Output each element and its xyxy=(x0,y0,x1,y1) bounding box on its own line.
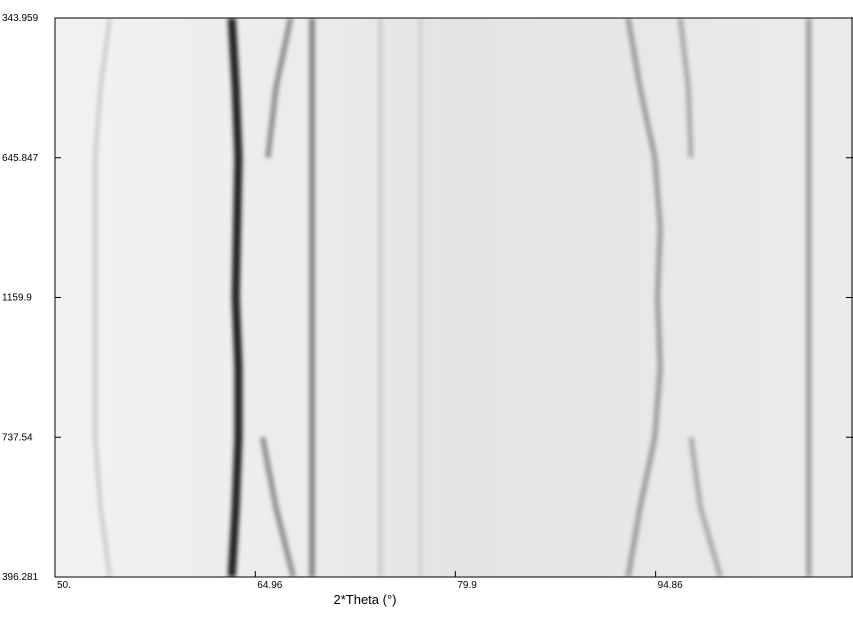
x-tick-label: 50. xyxy=(57,580,71,591)
x-tick-label: 79.9 xyxy=(457,580,477,591)
streak xyxy=(227,18,243,577)
y-tick-label: 737.54 xyxy=(2,432,33,443)
streaks xyxy=(93,18,812,577)
y-tick-label: 396.281 xyxy=(2,572,39,583)
streak xyxy=(625,18,663,577)
streak xyxy=(688,436,723,577)
x-axis-label: 2*Theta (°) xyxy=(333,592,396,607)
y-tick-label: 1159.9 xyxy=(2,293,32,304)
y-tick-label: 645.847 xyxy=(2,153,39,164)
y-tick-label: 343.959 xyxy=(2,13,39,24)
streak xyxy=(265,18,294,159)
streak xyxy=(259,436,296,577)
streak xyxy=(677,18,694,158)
streak xyxy=(93,18,112,577)
plot-background xyxy=(55,18,853,577)
x-tick-label: 94.86 xyxy=(658,580,683,591)
x-tick-label: 64.96 xyxy=(257,580,282,591)
